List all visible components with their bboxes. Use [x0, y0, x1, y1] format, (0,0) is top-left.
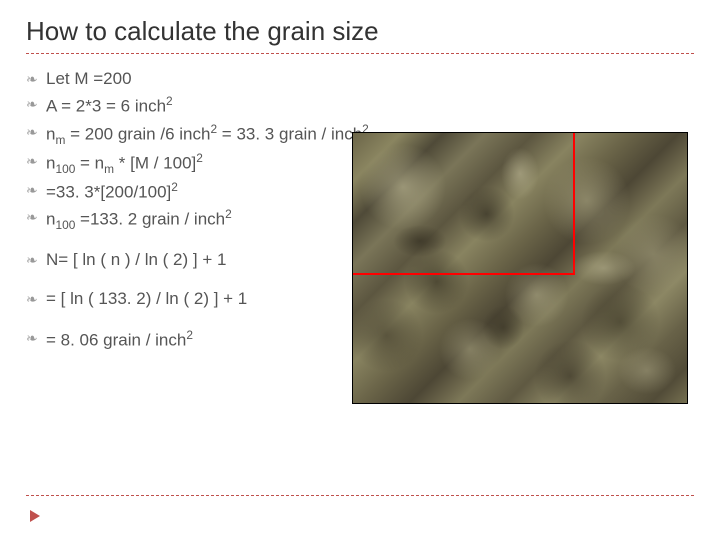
title-divider [26, 53, 694, 54]
bullet-icon: ❧ [26, 179, 46, 200]
bullet-line-1: ❧ Let M =200 [26, 68, 694, 91]
bullet-icon: ❧ [26, 206, 46, 227]
bullet-icon: ❧ [26, 327, 46, 348]
bottom-divider [26, 495, 694, 496]
bullet-icon: ❧ [26, 288, 46, 309]
bullet-line-2: ❧ A = 2*3 = 6 inch2 [26, 93, 694, 119]
micrograph-image [352, 132, 688, 404]
slide-title: How to calculate the grain size [26, 16, 694, 47]
line-text: A = 2*3 = 6 inch2 [46, 93, 694, 119]
bullet-icon: ❧ [26, 150, 46, 171]
bullet-icon: ❧ [26, 121, 46, 142]
bullet-icon: ❧ [26, 93, 46, 114]
bullet-icon: ❧ [26, 68, 46, 89]
slide: How to calculate the grain size ❧ Let M … [0, 0, 720, 540]
line-text: Let M =200 [46, 68, 694, 91]
bullet-icon: ❧ [26, 249, 46, 270]
measurement-box [352, 132, 575, 275]
arrow-icon [30, 510, 40, 522]
